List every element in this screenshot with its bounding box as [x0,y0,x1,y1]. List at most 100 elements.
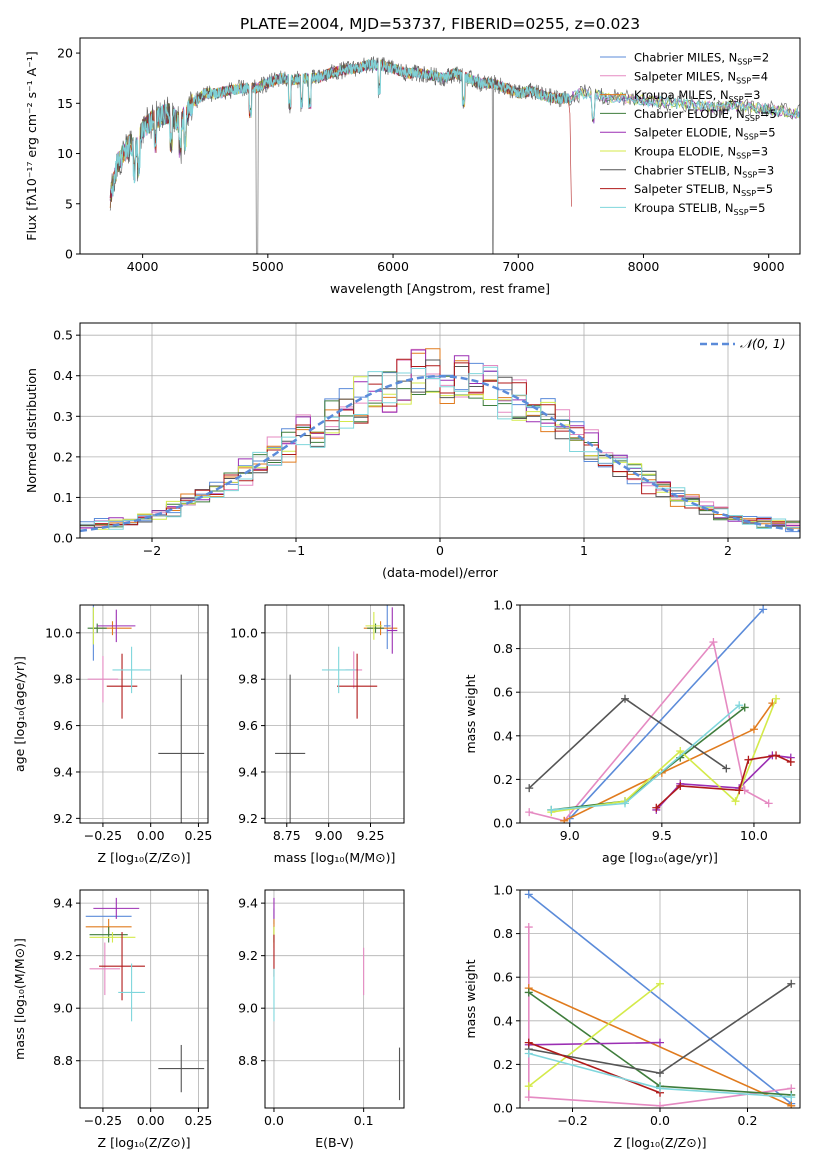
legend-label-sub: SSP [729,95,744,104]
plot-area [80,348,800,533]
weight-marker-ks [656,1084,664,1093]
x-tick-label: 9.00 [315,828,343,843]
errorbar-cs [275,674,306,823]
weight-line-se [655,754,791,811]
errorbar-cs [158,674,205,823]
y-axis-label: age [log₁₀(age/yr)] [12,656,27,772]
legend-label-main: Kroupa MILES, N [634,88,729,102]
x-axis-label: Z [log₁₀(Z/Z⊙)] [98,1135,191,1150]
y-tick-label: 0.6 [493,685,513,700]
axes: 9.0 9.5 10.0 0.0 0.2 0.4 0.6 0.8 1.0 age [log₁₀(a… [463,598,801,865]
grid [80,605,208,823]
weight-marker-ss [652,803,661,812]
grid [520,604,800,824]
errorbar-se [97,609,136,643]
panel-4: 9.0 9.5 10.0 0.0 0.2 0.4 0.6 0.8 1.0 age [log₁₀(a… [463,598,801,865]
weight-marker-km [787,1101,796,1108]
legend-label: Chabrier ELODIE, NSSP=5 [634,107,777,123]
panel-1: −2 −1 0 1 2 0.0 0.1 0.2 0.3 0.4 0.5 (data-model)/er… [24,322,801,580]
weight-marker-ce [524,988,533,997]
weight-line-km [563,702,774,822]
y-tick-label: 0.1 [53,490,73,505]
weight-marker-ss [676,781,685,790]
weight-marker-ks [547,805,556,814]
errorbar-se [93,897,140,919]
plot-area [85,897,205,1093]
weight-marker-ss [744,755,753,764]
weight-marker-ke [772,694,781,703]
weight-line-cm [528,893,792,1105]
y-tick-label: 15 [57,96,73,111]
errorbar-ks [321,646,356,694]
grid [265,890,404,1108]
panel-5: −0.25 0.00 0.25 8.8 9.0 9.2 9.4 Z [log₁₀(Z/Z⊙)]… [12,889,213,1150]
weight-marker-ss [772,751,781,760]
weight-marker-sm [525,808,534,817]
weight-marker-ke [524,1082,533,1091]
weight-marker-sm [524,1093,533,1102]
y-tick-label: 9.4 [238,896,258,911]
weight-marker-ke [676,747,685,756]
x-tick-label: −2 [143,543,161,558]
x-tick-label: −0.25 [84,828,122,843]
weight-line-sm [529,640,770,822]
y-tick-label: 9.2 [53,948,73,963]
y-tick-label: 1.0 [493,598,513,613]
legend-label-count: =5 [749,201,766,215]
panel-7: −0.2 0.0 0.2 0.0 0.2 0.4 0.6 0.8 1.0 Z [log₁₀(Z/Z… [463,883,801,1150]
x-axis-label: (data-model)/error [382,565,499,580]
y-tick-label: 5 [65,196,73,211]
legend-label-sub: SSP [734,208,749,217]
axes: −0.25 0.00 0.25 9.2 9.4 9.6 9.8 10.0 Z [log₁₀(Z/… [12,604,212,865]
y-tick-label: 0.4 [493,728,513,743]
weight-marker-ks [524,1049,533,1058]
y-tick-label: 0.2 [493,1057,513,1072]
plot-area [275,605,398,823]
gaussian-curve [80,374,800,533]
axes: −0.2 0.0 0.2 0.0 0.2 0.4 0.6 0.8 1.0 Z [log₁₀(Z/Z… [463,883,801,1150]
weight-marker-ce [740,703,749,712]
legend-label: Kroupa STELIB, NSSP=5 [634,201,765,217]
y-tick-label: 9.0 [53,1001,73,1016]
plots: 4000 5000 6000 7000 8000 900005101520waveleng… [12,37,801,1150]
y-tick-label: 0.4 [53,368,73,383]
y-tick-label: 9.0 [238,1001,258,1016]
y-tick-label: 0.0 [493,1101,513,1116]
gaussian-legend-label: 𝒩(0, 1) [740,336,786,351]
legend-label: Kroupa MILES, NSSP=3 [634,88,760,104]
y-axis-label: mass [log₁₀(M/M⊙)] [12,938,27,1060]
y-tick-label: 0 [65,247,73,262]
y-tick-label: 9.4 [53,896,73,911]
x-tick-label: 0.00 [137,1113,165,1128]
y-axis-label: Flux [fλ10⁻¹⁷ erg cm⁻² s⁻¹ A⁻¹] [24,51,39,240]
weight-marker-cm [759,605,768,614]
errorbar-cs [158,1044,205,1093]
y-tick-label: 0.2 [53,449,73,464]
x-tick-label: 0.25 [185,1113,213,1128]
axes-frame [79,604,209,824]
y-tick-label: 9.8 [238,672,258,687]
y-tick-label: 9.2 [238,948,258,963]
y-tick-label: 1.0 [493,883,513,898]
y-tick-label: 0.8 [493,641,513,656]
y-tick-label: 9.4 [53,764,73,779]
y-tick-label: 8.8 [53,1053,73,1068]
y-tick-label: 10.0 [45,625,73,640]
y-tick-label: 0.0 [493,816,513,831]
y-tick-label: 10.0 [230,625,258,640]
weight-line-se [528,1041,661,1046]
plot-area [109,56,800,254]
plot-area [525,605,795,823]
x-tick-label: 7000 [502,259,534,274]
errorbar-ke [365,611,383,640]
legend-label-count: =4 [751,69,768,83]
axes-frame [264,604,405,824]
weight-marker-cs [656,1069,664,1078]
errorbar-ce [367,623,384,633]
y-tick-label: 0.2 [493,772,513,787]
legend-label: Chabrier STELIB, NSSP=3 [634,163,774,179]
weight-marker-sm [709,638,718,647]
y-tick-label: 9.8 [53,672,73,687]
